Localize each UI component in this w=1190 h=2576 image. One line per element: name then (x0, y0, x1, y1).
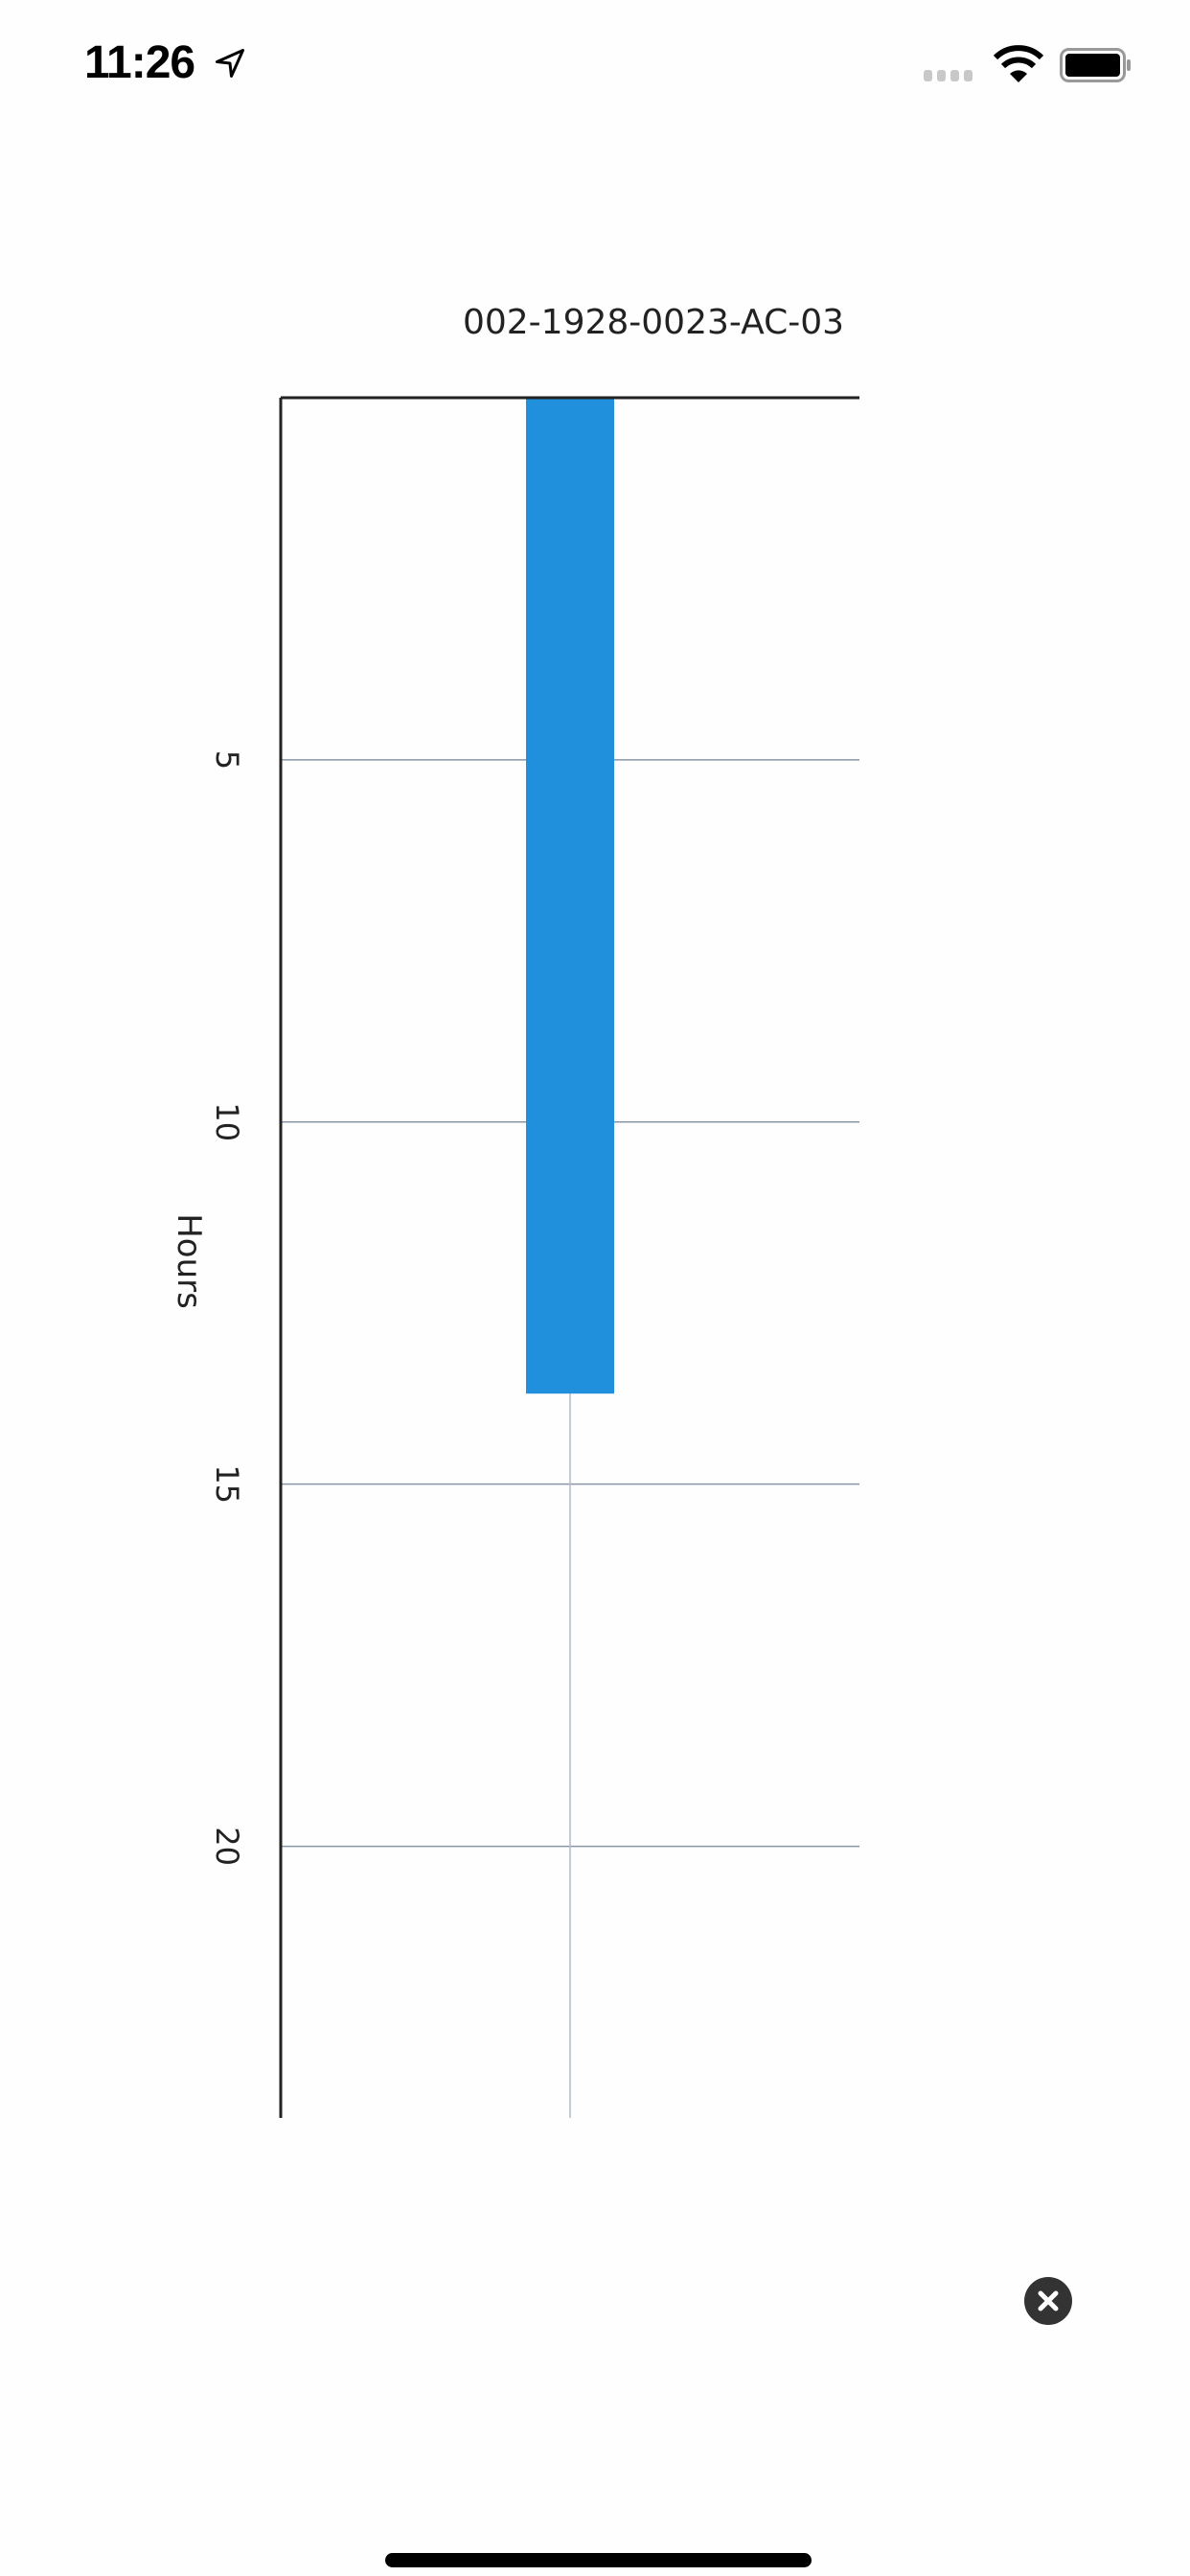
close-icon (1038, 2290, 1059, 2312)
bars (526, 398, 614, 1394)
y-tick-label-5: 5 (209, 750, 245, 770)
bar-0 (526, 398, 614, 1394)
y-tick-labels: 5 10 15 20 (209, 750, 245, 1866)
close-button[interactable] (1024, 2277, 1072, 2325)
y-tick-label-10: 10 (209, 1102, 245, 1141)
wifi-icon (993, 45, 1044, 82)
location-arrow-icon (216, 49, 244, 78)
y-tick-label-15: 15 (209, 1464, 245, 1504)
y-axis-label: Hours (170, 1213, 208, 1309)
home-indicator[interactable] (385, 2553, 812, 2567)
cellular-signal-icon (924, 70, 973, 81)
chart-title: 002-1928-0023-AC-03 (463, 303, 844, 342)
battery-icon (1060, 48, 1131, 82)
axes (279, 396, 859, 2118)
y-tick-label-20: 20 (209, 1827, 245, 1866)
status-time: 11:26 (84, 37, 195, 88)
